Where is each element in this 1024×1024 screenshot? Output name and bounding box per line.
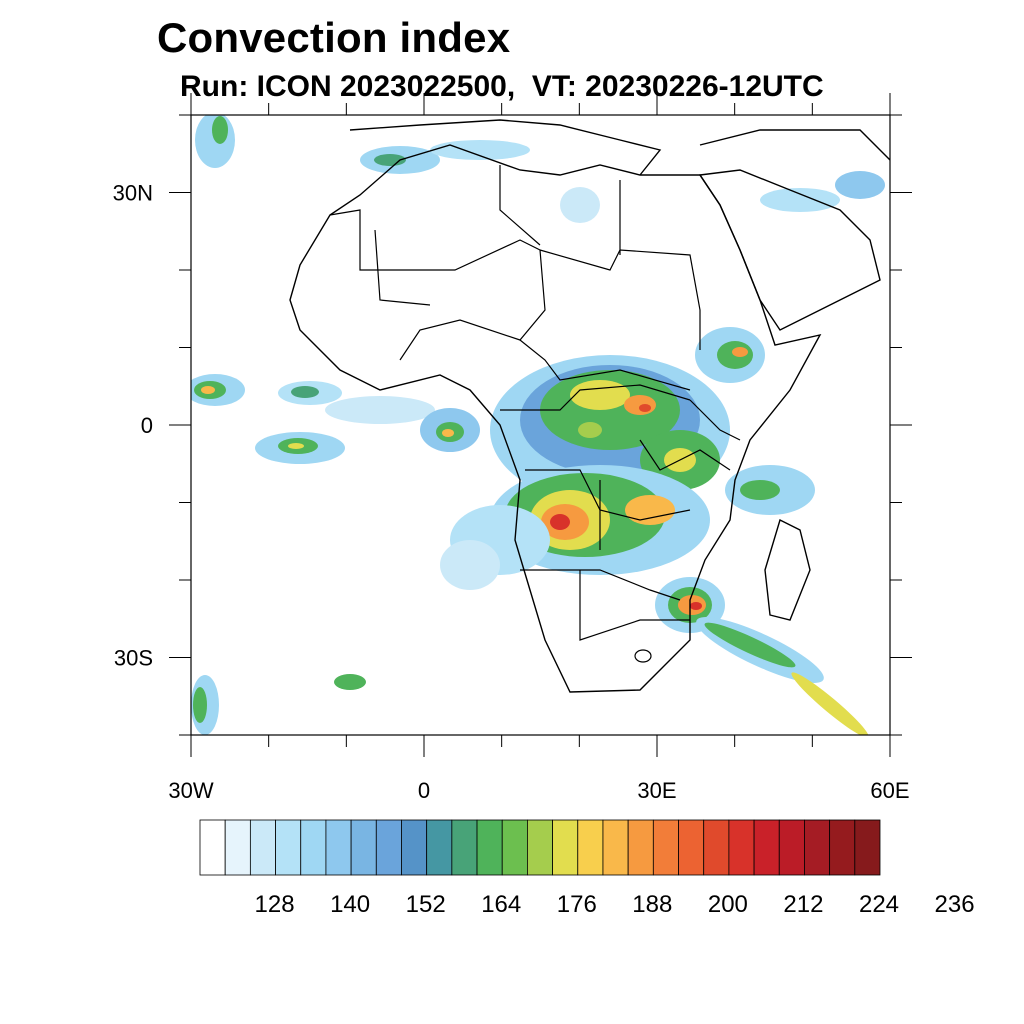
colorbar-swatch: [678, 819, 705, 876]
colorbar-swatch: [854, 819, 881, 876]
colorbar-swatch: [602, 819, 629, 876]
colorbar-labels: 128 140 152 164 176 188 200 212 224 236: [255, 891, 975, 918]
colorbar-swatch: [401, 819, 428, 876]
colorbar-label: 164: [481, 891, 521, 918]
colorbar-swatch: [778, 819, 805, 876]
lon-tick-label: 30E: [637, 778, 676, 803]
colorbar-swatch: [375, 819, 402, 876]
colorbar-swatch: [552, 819, 579, 876]
colorbar-swatch: [350, 819, 377, 876]
colorbar-label: 152: [406, 891, 446, 918]
colorbar-label: 188: [632, 891, 672, 918]
colorbar-label: 200: [708, 891, 748, 918]
colorbar-swatch: [728, 819, 755, 876]
colorbar-label: 140: [330, 891, 370, 918]
colorbar-swatch: [501, 819, 528, 876]
lat-tick-label: 30N: [113, 181, 153, 206]
colorbar-swatch: [199, 819, 226, 876]
colorbar-swatch: [451, 819, 478, 876]
colorbar-label: 236: [935, 891, 975, 918]
colorbar-label: 176: [557, 891, 597, 918]
colorbar-swatch: [804, 819, 831, 876]
colorbar-swatch: [627, 819, 654, 876]
colorbar-swatch: [753, 819, 780, 876]
colorbar-swatch: [527, 819, 553, 876]
lat-tick-label: 30S: [114, 646, 153, 671]
colorbar-label: 128: [255, 891, 295, 918]
colorbar-swatch: [577, 819, 604, 876]
map-subtitle: Run: ICON 2023022500, VT: 20230226-12UTC: [180, 70, 824, 103]
axis-ticks: [169, 93, 912, 757]
colorbar-label: 212: [783, 891, 823, 918]
lon-tick-label: 0: [418, 778, 430, 803]
colorbar: [199, 819, 881, 876]
colorbar-swatch: [829, 819, 856, 876]
axis-tick-labels: 30W 0 30E 60E 30N 0 30S: [113, 181, 910, 804]
colorbar-swatch: [476, 819, 503, 876]
colorbar-swatch: [325, 819, 352, 876]
colorbar-swatch: [652, 819, 679, 876]
coastlines: [289, 119, 890, 693]
map-title: Convection index: [157, 14, 511, 61]
colorbar-swatch: [249, 819, 276, 876]
lat-tick-label: 0: [141, 413, 153, 438]
colorbar-swatch: [224, 819, 251, 876]
colorbar-label: 224: [859, 891, 899, 918]
colorbar-swatch: [300, 819, 327, 876]
country-borders: [329, 165, 741, 663]
lon-tick-label: 60E: [870, 778, 909, 803]
colorbar-swatch: [703, 819, 730, 876]
colorbar-swatch: [426, 819, 453, 876]
colorbar-swatch: [275, 819, 302, 876]
lon-tick-label: 30W: [168, 778, 213, 803]
